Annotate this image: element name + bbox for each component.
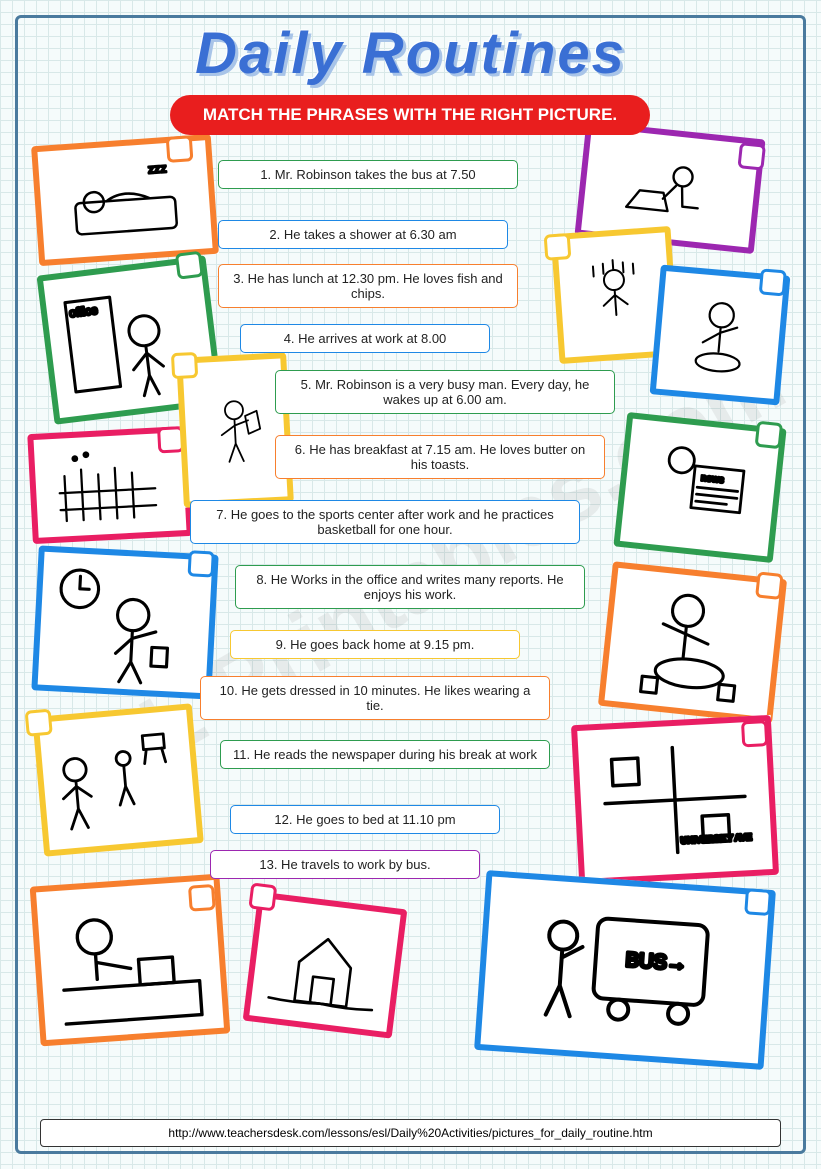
- answer-box[interactable]: [755, 571, 784, 600]
- answer-box[interactable]: [741, 720, 768, 747]
- answer-box[interactable]: [759, 268, 787, 296]
- picture-sketch: [43, 714, 193, 846]
- answer-box[interactable]: [544, 233, 572, 261]
- picture-house: [243, 891, 408, 1038]
- answer-box[interactable]: [175, 251, 204, 280]
- phrase-9: 9. He goes back home at 9.15 pm.: [230, 630, 520, 659]
- phrase-13: 13. He travels to work by bus.: [210, 850, 480, 879]
- picture-sketch: [42, 556, 208, 689]
- picture-sketch: news: [624, 423, 775, 552]
- svg-text:office: office: [68, 303, 98, 320]
- answer-box[interactable]: [166, 135, 194, 163]
- picture-desk-work: [30, 874, 231, 1047]
- picture-sketch: [561, 237, 668, 354]
- answer-box[interactable]: [188, 550, 215, 577]
- source-url: http://www.teachersdesk.com/lessons/esl/…: [40, 1119, 781, 1147]
- answer-box[interactable]: [171, 352, 198, 379]
- svg-text:zzz: zzz: [147, 161, 167, 176]
- picture-sketch: [254, 902, 396, 1027]
- phrase-4: 4. He arrives at work at 8.00: [240, 324, 490, 353]
- picture-sleeping: zzz: [31, 134, 219, 266]
- svg-text:UNIVERSITY AVE: UNIVERSITY AVE: [680, 832, 752, 846]
- picture-newspaper: news: [613, 412, 786, 563]
- phrase-12: 12. He goes to bed at 11.10 pm: [230, 805, 500, 834]
- svg-text:news: news: [700, 473, 724, 486]
- picture-fence: [27, 426, 193, 544]
- answer-box[interactable]: [248, 882, 277, 911]
- picture-sketch: UNIVERSITY AVE: [581, 725, 768, 874]
- instruction-banner: MATCH THE PHRASES WITH THE RIGHT PICTURE…: [170, 95, 650, 135]
- phrase-5: 5. Mr. Robinson is a very busy man. Ever…: [275, 370, 615, 414]
- page-title: Daily Routines: [0, 20, 821, 87]
- picture-sketch: [187, 363, 284, 498]
- phrase-3: 3. He has lunch at 12.30 pm. He loves fi…: [218, 264, 518, 308]
- phrase-11: 11. He reads the newspaper during his br…: [220, 740, 550, 769]
- answer-box[interactable]: [755, 421, 784, 450]
- phrase-8: 8. He Works in the office and writes man…: [235, 565, 585, 609]
- phrase-10: 10. He gets dressed in 10 minutes. He li…: [200, 676, 550, 720]
- answer-box[interactable]: [737, 142, 766, 171]
- phrase-2: 2. He takes a shower at 6.30 am: [218, 220, 508, 249]
- picture-sketch: [609, 572, 776, 713]
- picture-eating-lunch: [650, 265, 791, 406]
- answer-box[interactable]: [188, 884, 216, 912]
- svg-text:BUS→: BUS→: [625, 949, 688, 975]
- answer-box[interactable]: [744, 888, 772, 916]
- phrase-6: 6. He has breakfast at 7.15 am. He loves…: [275, 435, 605, 479]
- picture-map: UNIVERSITY AVE: [571, 715, 779, 885]
- phrase-7: 7. He goes to the sports center after wo…: [190, 500, 580, 544]
- picture-clock-office: [31, 545, 218, 699]
- phrase-1: 1. Mr. Robinson takes the bus at 7.50: [218, 160, 518, 189]
- answer-box[interactable]: [25, 709, 53, 737]
- picture-bus: BUS→: [474, 870, 776, 1070]
- picture-basketball: [32, 703, 204, 856]
- picture-breakfast: [598, 561, 787, 723]
- picture-sketch: BUS→: [485, 881, 766, 1059]
